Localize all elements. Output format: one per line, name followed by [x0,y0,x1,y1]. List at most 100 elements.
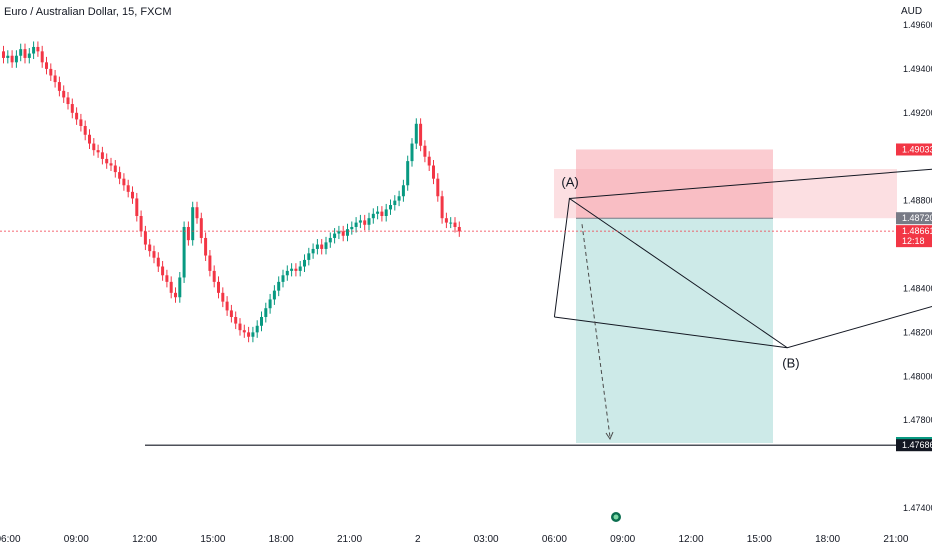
candle-body [14,55,18,63]
candle-body [40,51,44,63]
price-tick: 1.49400 [903,64,932,74]
candle-body [376,211,380,214]
candle-body [182,226,186,278]
candle-body [380,211,384,217]
price-tag-timer: 12:18 [902,236,925,246]
candle-body [217,281,220,293]
candle-body [457,226,461,232]
time-tick: 12:00 [678,534,703,545]
time-tick: 2 [415,534,421,545]
candle-body [427,156,431,166]
candle-body [113,165,117,173]
candle-body [53,75,57,83]
time-tick: 09:00 [610,534,635,545]
wave-line [553,197,932,349]
candle-body [315,244,319,249]
stop-zone-extended [554,169,897,219]
candle-body [118,172,122,179]
candle-body [96,150,100,153]
time-tick: 12:00 [132,534,157,545]
candle-body [320,244,324,249]
candle-body [156,257,160,267]
price-tag-text: 1.48661 [902,226,932,236]
candle-body [229,310,233,317]
candle-body [419,123,423,146]
candle-body [341,231,345,236]
wave-label-a: (A) [561,174,578,189]
chart-title: Euro / Australian Dollar, 15, FXCM [4,6,172,18]
price-tag-text: 1.49033 [902,144,932,154]
candle-body [432,165,435,179]
candle-body [161,266,165,276]
candle-body [225,301,229,311]
time-tick: 06:00 [0,534,21,545]
candle-body [36,46,40,52]
candle-body [393,200,397,206]
candle-body [298,266,302,271]
candle-body [100,152,104,159]
time-tick: 09:00 [64,534,89,545]
candle-body [449,222,453,224]
time-tick: 21:00 [337,534,362,545]
candle-body [191,207,195,241]
wave-base-line [554,316,788,349]
candle-body [105,158,109,164]
projection-arrowhead [605,431,614,441]
candle-body [165,275,169,282]
currency-label: AUD [901,6,923,17]
candle-body [337,231,341,234]
price-tick: 1.47400 [903,503,932,513]
candle-body [131,191,134,199]
candle-body [221,292,225,302]
candle-body [143,231,147,245]
price-tag-text: 1.47686 [902,440,932,450]
candle-body [453,222,457,227]
candle-body [75,112,79,120]
candle-body [174,292,177,298]
candle-body [88,134,91,144]
candle-body [311,248,315,254]
candle-body [57,82,61,91]
time-axis: 06:00 09:00 12:00 15:00 18:00 21:00 2 03:00 06:0… [0,534,909,545]
candle-body [152,251,156,258]
candle-body [66,97,70,105]
candle-body [92,143,96,151]
candle-body [126,185,130,192]
candle-body [290,268,294,271]
price-tag-text: 1.48720 [902,213,932,223]
candle-body [45,62,48,69]
candle-body [303,259,306,267]
candle-body [346,229,349,236]
price-tick: 1.48800 [903,196,932,206]
candle-body [169,281,173,293]
price-tag [896,143,932,156]
candle-body [307,253,311,260]
candle-body [272,290,276,300]
projection-arrow [581,224,611,438]
candle-body [199,218,203,238]
candle-body [294,268,298,271]
price-tag [896,212,932,225]
candle-body [10,55,14,63]
target-zone [576,218,773,444]
candle-body [2,51,5,58]
wave-upper-line [569,168,932,199]
candle-body [371,213,375,219]
candle-body [264,308,268,317]
time-tick: 03:00 [474,534,499,545]
candle-body [354,222,358,227]
candle-body [401,185,405,197]
candle-body [32,46,36,54]
candle-body [79,119,83,126]
time-tick: 21:00 [883,534,908,545]
candle-body [397,196,401,201]
candle-body [62,90,66,98]
candle-body [358,220,362,223]
stop-zone [576,149,773,219]
candle-body [410,143,414,162]
candle-body [204,237,208,256]
time-tick: 06:00 [542,534,567,545]
trade-zones [554,149,897,444]
